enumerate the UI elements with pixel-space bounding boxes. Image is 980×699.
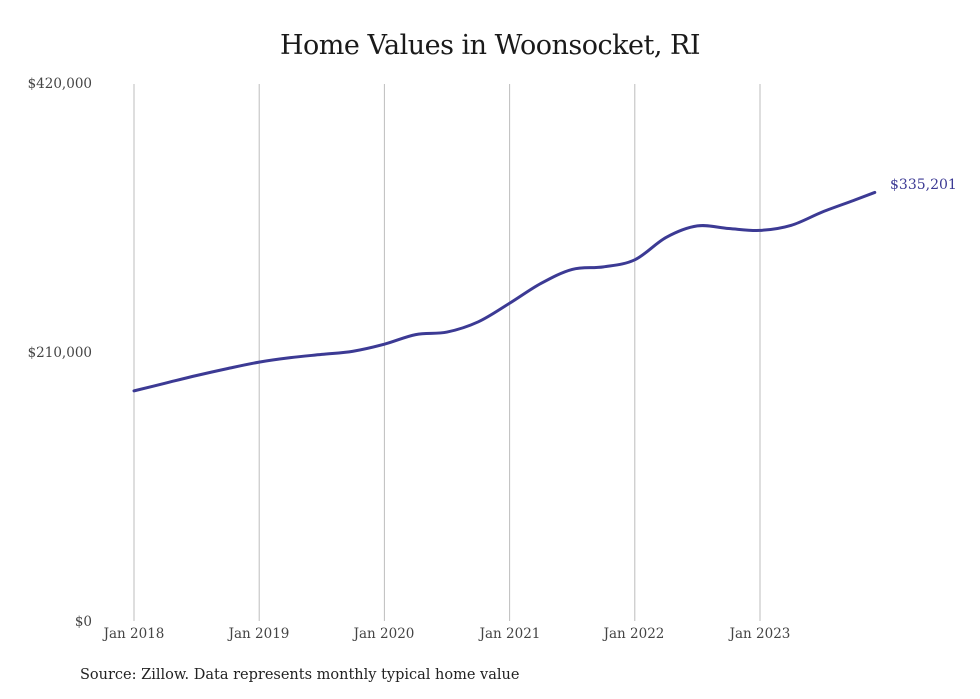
y-tick-zero: $0 — [74, 614, 92, 630]
end-value-label: $335,201 — [890, 177, 957, 193]
x-tick-2022: Jan 2022 — [603, 626, 665, 642]
x-tick-2023: Jan 2023 — [729, 626, 791, 642]
home-value-line — [132, 190, 877, 393]
x-tick-2020: Jan 2020 — [353, 626, 415, 642]
x-tick-2018: Jan 2018 — [103, 626, 165, 642]
gridlines — [133, 84, 761, 621]
chart-title: Home Values in Woonsocket, RI — [279, 30, 701, 61]
x-tick-2019: Jan 2019 — [228, 626, 290, 642]
source-note: Source: Zillow. Data represents monthly … — [80, 667, 520, 683]
y-tick-max: $420,000 — [27, 76, 92, 92]
x-tick-2021: Jan 2021 — [479, 626, 541, 642]
y-tick-mid: $210,000 — [27, 345, 92, 361]
